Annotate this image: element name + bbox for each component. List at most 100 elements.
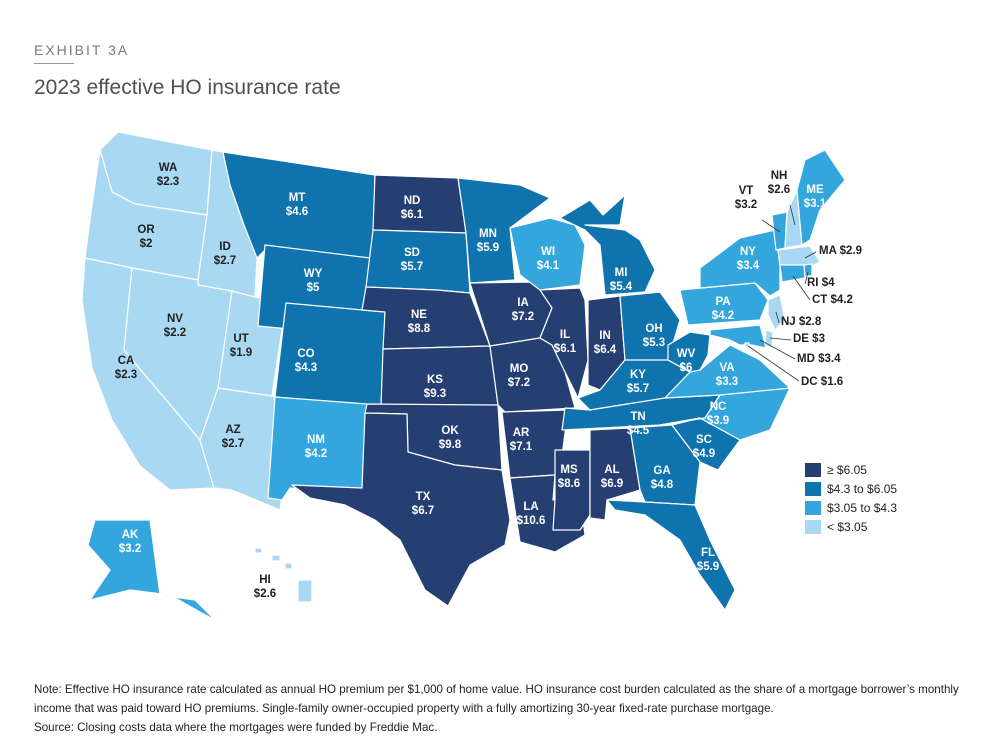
state-label-mi: MI (615, 267, 628, 279)
leader-lines (747, 204, 817, 382)
state-label-wv: WV (677, 348, 696, 360)
state-value-nh: $2.6 (768, 184, 790, 196)
state-value-me: $3.1 (804, 198, 827, 210)
state-mi (559, 194, 656, 296)
state-ct (779, 264, 806, 283)
state-value-wi: $4.1 (537, 260, 560, 272)
state-md (709, 324, 767, 349)
legend-item: $3.05 to $4.3 (805, 498, 897, 517)
legend-swatch (805, 500, 821, 515)
state-label-wi: WI (541, 246, 555, 258)
state-label-ri: RI $4 (807, 277, 835, 289)
state-wv (667, 331, 711, 373)
state-label-or: OR (137, 224, 155, 236)
leader-line-md (759, 339, 796, 360)
state-nc (659, 387, 791, 441)
leader-line-ri (804, 271, 809, 285)
state-ak (87, 519, 216, 621)
state-mn (457, 177, 551, 284)
state-label-de: DE $3 (793, 333, 825, 345)
state-label-oh: OH (645, 323, 662, 335)
state-value-ok: $9.8 (439, 439, 462, 451)
state-label-ky: KY (630, 369, 646, 381)
state-label-vt: VT (739, 185, 754, 197)
leader-line-nh (789, 204, 796, 226)
state-value-co: $4.3 (295, 362, 317, 374)
state-label-ks: KS (427, 374, 443, 386)
state-value-nm: $4.2 (305, 448, 327, 460)
leader-line-ma (804, 251, 817, 259)
state-label-ak: AK (122, 529, 139, 541)
state-value-mn: $5.9 (477, 242, 499, 254)
state-value-pa: $4.2 (712, 310, 734, 322)
legend: ≥ $6.05 $4.3 to $6.05 $3.05 to $4.3 < $3… (805, 460, 897, 536)
state-il (539, 287, 589, 399)
state-label-la: LA (523, 501, 538, 513)
state-fl (606, 499, 736, 611)
state-value-ak: $3.2 (119, 543, 141, 555)
state-value-mo: $7.2 (508, 377, 530, 389)
state-ny (699, 229, 781, 297)
state-label-sd: SD (404, 247, 420, 259)
note-text: Note: Effective HO insurance rate calcul… (34, 683, 959, 715)
state-label-sc: SC (696, 434, 712, 446)
leader-line-vt (761, 219, 781, 233)
legend-label: $3.05 to $4.3 (827, 500, 898, 515)
state-value-il: $6.1 (554, 343, 577, 355)
state-me (796, 149, 846, 246)
legend-swatch (805, 481, 821, 496)
state-label-nj: NJ $2.8 (781, 316, 822, 328)
state-label-hi: HI (259, 574, 271, 586)
state-label-tn: TN (630, 411, 645, 423)
state-value-tx: $6.7 (412, 505, 434, 517)
state-label-me: ME (806, 184, 824, 196)
leader-line-ct (792, 275, 811, 301)
state-label-ne: NE (411, 309, 427, 321)
state-label-ca: CA (118, 355, 135, 367)
exhibit-label: EXHIBIT 3A (34, 42, 130, 58)
state-value-ne: $8.8 (408, 323, 431, 335)
state-label-co: CO (297, 348, 314, 360)
state-hi (254, 547, 313, 603)
state-value-ia: $7.2 (512, 311, 534, 323)
state-label-dc: DC $1.6 (801, 376, 843, 388)
legend-label: ≥ $6.05 (827, 462, 867, 477)
state-label-nc: NC (710, 401, 727, 413)
state-tx (291, 412, 511, 607)
state-label-il: IL (560, 329, 570, 341)
state-value-ar: $7.1 (510, 441, 533, 453)
state-label-in: IN (599, 330, 611, 342)
state-label-ut: UT (233, 333, 248, 345)
legend-item: $4.3 to $6.05 (805, 479, 897, 498)
state-shapes (81, 131, 846, 621)
state-label-ny: NY (740, 246, 756, 258)
state-label-wy: WY (304, 268, 323, 280)
state-value-wv: $6 (680, 362, 693, 374)
state-value-wy: $5 (307, 282, 320, 294)
state-va (664, 344, 791, 399)
state-label-nm: NM (307, 434, 325, 446)
state-value-ky: $5.7 (627, 383, 649, 395)
exhibit-rule (34, 63, 74, 64)
state-label-ct: CT $4.2 (812, 294, 853, 306)
state-value-nv: $2.2 (164, 327, 186, 339)
source-text: Source: Closing costs data where the mor… (34, 721, 438, 734)
state-label-ga: GA (653, 465, 670, 477)
state-label-ar: AR (513, 427, 530, 439)
state-label-tx: TX (416, 491, 431, 503)
state-value-mt: $4.6 (286, 206, 308, 218)
state-label-md: MD $3.4 (797, 353, 841, 365)
state-label-wa: WA (159, 162, 178, 174)
state-value-nc: $3.9 (707, 415, 729, 427)
state-label-mo: MO (510, 363, 529, 375)
state-value-wa: $2.3 (157, 176, 179, 188)
legend-item: ≥ $6.05 (805, 460, 897, 479)
state-value-al: $6.9 (601, 478, 623, 490)
state-label-mn: MN (479, 228, 497, 240)
state-value-ut: $1.9 (230, 347, 252, 359)
state-value-ks: $9.3 (424, 388, 446, 400)
state-value-vt: $3.2 (735, 199, 757, 211)
state-value-or: $2 (140, 238, 153, 250)
state-value-az: $2.7 (222, 438, 244, 450)
legend-swatch (805, 519, 821, 534)
